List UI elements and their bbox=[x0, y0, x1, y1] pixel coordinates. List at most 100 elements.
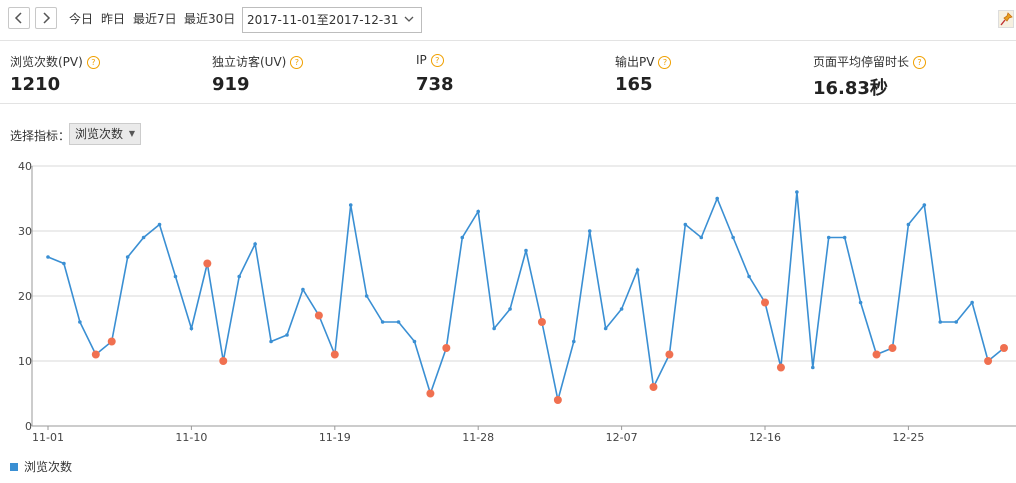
data-point bbox=[380, 320, 385, 324]
data-point bbox=[508, 307, 512, 311]
data-point bbox=[954, 320, 958, 324]
legend-swatch bbox=[10, 463, 18, 471]
data-point bbox=[78, 320, 82, 324]
chevron-down-icon bbox=[404, 16, 414, 22]
next-button[interactable] bbox=[35, 7, 57, 29]
data-point bbox=[189, 326, 194, 331]
data-point bbox=[938, 320, 943, 324]
stat-value: 165 bbox=[615, 74, 653, 95]
data-point-weekend bbox=[872, 350, 881, 359]
data-point-weekend bbox=[776, 363, 785, 372]
data-point bbox=[364, 294, 369, 298]
data-point-weekend bbox=[649, 383, 658, 391]
data-point bbox=[62, 261, 66, 266]
data-point bbox=[587, 229, 592, 233]
data-point bbox=[715, 196, 719, 201]
data-point bbox=[412, 339, 417, 344]
x-tick-label: 12-16 bbox=[749, 431, 781, 444]
date-range-value: 2017-11-01至2017-12-31 bbox=[247, 13, 399, 27]
data-point-weekend bbox=[203, 259, 212, 268]
data-point bbox=[285, 333, 289, 337]
data-point-weekend bbox=[537, 318, 546, 326]
x-tick-label: 11-28 bbox=[462, 431, 494, 444]
data-point bbox=[476, 209, 481, 214]
help-icon[interactable]: ? bbox=[290, 56, 304, 69]
data-point bbox=[572, 339, 576, 344]
toolbar: 今日 昨日 最近7日 最近30日 2017-11-01至2017-12-31 bbox=[0, 0, 1016, 41]
help-icon[interactable]: ? bbox=[658, 56, 672, 69]
data-point bbox=[524, 248, 528, 253]
data-point-weekend bbox=[219, 357, 228, 365]
data-point-weekend bbox=[314, 311, 323, 320]
x-tick-label: 12-07 bbox=[606, 431, 638, 444]
stat-label: 输出PV? bbox=[615, 53, 672, 70]
data-point bbox=[970, 300, 974, 305]
chart-legend[interactable]: 浏览次数 bbox=[10, 458, 72, 475]
data-point bbox=[619, 307, 624, 311]
indicator-selected: 浏览次数 bbox=[75, 127, 124, 141]
y-tick-label: 40 bbox=[18, 160, 32, 173]
chevron-left-icon bbox=[14, 12, 22, 24]
data-point bbox=[157, 222, 162, 227]
data-point bbox=[269, 339, 273, 344]
data-point bbox=[635, 268, 640, 272]
line-chart: 0 10 20 30 40 11-01 11-10 11-19 11-28 12-07 12-16 1… bbox=[18, 160, 1016, 444]
data-point-weekend bbox=[1000, 344, 1008, 352]
help-icon[interactable]: ? bbox=[430, 54, 444, 67]
data-point bbox=[125, 255, 130, 259]
data-point bbox=[826, 235, 831, 240]
pin-icon bbox=[1000, 12, 1013, 26]
help-icon[interactable]: ? bbox=[86, 56, 100, 69]
indicator-label: 选择指标： bbox=[10, 129, 71, 143]
data-point bbox=[922, 203, 927, 207]
data-point bbox=[237, 274, 241, 279]
quick-link-last7[interactable]: 最近7日 bbox=[133, 12, 177, 26]
data-point-weekend bbox=[888, 344, 897, 352]
data-point bbox=[173, 274, 178, 279]
x-tick-label: 11-19 bbox=[319, 431, 351, 444]
y-tick-label: 10 bbox=[18, 355, 32, 368]
data-point bbox=[699, 235, 704, 240]
data-point-weekend bbox=[761, 298, 769, 307]
stat-label: 页面平均停留时长? bbox=[813, 53, 927, 70]
stat-value: 919 bbox=[212, 74, 250, 95]
data-point bbox=[396, 320, 401, 324]
data-point-weekend bbox=[91, 350, 100, 359]
x-tick-label: 12-25 bbox=[892, 431, 924, 444]
stat-label: IP? bbox=[416, 53, 444, 67]
data-point bbox=[141, 235, 146, 240]
legend-label: 浏览次数 bbox=[24, 460, 73, 474]
prev-button[interactable] bbox=[8, 7, 30, 29]
data-point bbox=[683, 222, 688, 227]
quick-link-yesterday[interactable]: 昨日 bbox=[101, 12, 126, 26]
data-point bbox=[460, 235, 465, 240]
help-icon[interactable]: ? bbox=[913, 56, 927, 69]
data-point bbox=[811, 365, 815, 370]
indicator-dropdown[interactable]: 浏览次数 ▼ bbox=[69, 123, 141, 145]
caret-down-icon: ▼ bbox=[128, 129, 135, 138]
x-tick-label: 11-10 bbox=[175, 431, 207, 444]
pin-button[interactable] bbox=[998, 10, 1014, 28]
stat-label: 独立访客(UV)? bbox=[212, 53, 304, 70]
quick-link-today[interactable]: 今日 bbox=[69, 12, 94, 26]
data-point bbox=[603, 326, 608, 331]
y-tick-label: 20 bbox=[18, 290, 32, 303]
stats-bar: 浏览次数(PV)? 1210 独立访客(UV)? 919 IP? 738 输出P… bbox=[0, 41, 1016, 104]
data-point bbox=[842, 235, 847, 240]
y-tick-label: 0 bbox=[25, 420, 32, 433]
data-point-weekend bbox=[330, 350, 339, 359]
data-point-weekend bbox=[984, 357, 993, 365]
data-point bbox=[46, 255, 50, 259]
stat-value: 738 bbox=[416, 74, 454, 95]
stat-value: 1210 bbox=[10, 74, 61, 95]
chevron-right-icon bbox=[43, 12, 51, 24]
data-point bbox=[747, 274, 751, 279]
date-range-picker[interactable]: 2017-11-01至2017-12-31 bbox=[242, 7, 422, 33]
data-point bbox=[906, 222, 911, 227]
data-point bbox=[301, 287, 305, 292]
quick-link-last30[interactable]: 最近30日 bbox=[184, 12, 236, 26]
data-point bbox=[348, 203, 353, 207]
stat-label: 浏览次数(PV)? bbox=[10, 53, 100, 70]
y-tick-label: 30 bbox=[18, 225, 32, 238]
data-point-weekend bbox=[665, 350, 674, 359]
